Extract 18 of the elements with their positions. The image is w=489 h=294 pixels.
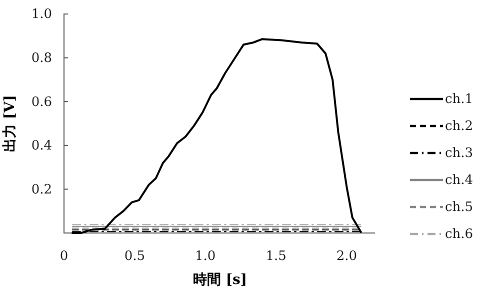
x-tick-label: 1.0: [195, 249, 216, 264]
x-tick-label: 0: [60, 249, 68, 264]
y-tick-label: 0.2: [31, 182, 52, 198]
y-tick-label: 0.6: [31, 94, 52, 110]
legend-label: ch.1: [445, 92, 474, 107]
legend-label: ch.3: [445, 146, 474, 161]
legend-label: ch.6: [445, 227, 474, 242]
legend-label: ch.2: [445, 119, 474, 134]
y-tick-label: 0.4: [31, 138, 52, 154]
x-tick-label: 2.0: [336, 249, 358, 264]
legend-label: ch.4: [445, 173, 474, 188]
legend-label: ch.5: [445, 200, 474, 215]
x-tick-label: 0.5: [124, 249, 146, 264]
x-axis-title: 時間 [s]: [192, 272, 248, 288]
y-tick-label: 1.0: [31, 7, 52, 22]
x-tick-label: 1.5: [266, 249, 286, 264]
y-axis-title: 出力 [V]: [2, 95, 18, 152]
y-tick-label: 0.8: [31, 50, 52, 66]
